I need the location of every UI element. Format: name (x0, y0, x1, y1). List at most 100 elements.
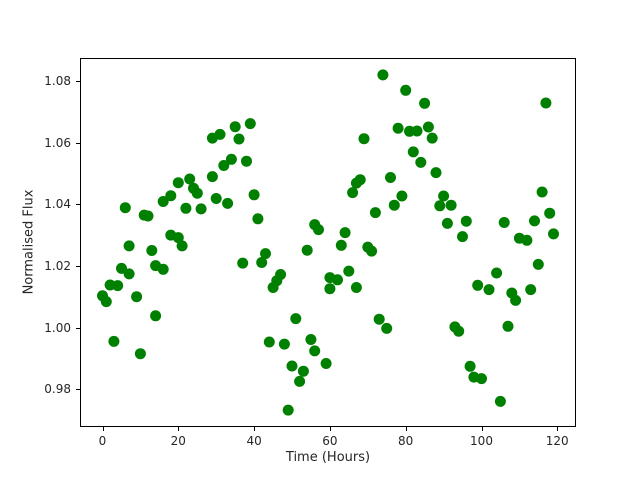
y-tick-label: 1.08 (44, 74, 71, 89)
data-point (191, 187, 203, 199)
data-point (415, 156, 427, 168)
data-point (297, 365, 309, 377)
data-point (134, 348, 146, 360)
data-point (275, 269, 287, 280)
x-tick-label: 100 (470, 434, 493, 448)
data-point (229, 121, 241, 133)
y-tick-mark (76, 389, 80, 391)
data-point (457, 231, 468, 243)
data-point (385, 172, 396, 183)
data-point (335, 239, 347, 251)
data-point (430, 167, 442, 179)
data-point (150, 310, 162, 322)
data-point (498, 217, 510, 228)
data-point (510, 294, 522, 306)
data-point (184, 173, 196, 185)
y-tick-mark (76, 142, 80, 144)
data-point (278, 338, 290, 350)
data-point (263, 336, 275, 348)
x-tick-mark (557, 427, 559, 431)
data-point (324, 283, 336, 295)
data-point (165, 190, 177, 202)
data-point (131, 291, 143, 303)
data-point (100, 296, 112, 308)
x-tick-label: 20 (170, 434, 186, 448)
data-point (172, 177, 184, 189)
data-point (244, 118, 256, 130)
data-point (210, 193, 222, 204)
data-point (320, 358, 332, 369)
data-point (350, 282, 362, 293)
data-point (494, 395, 506, 407)
data-point (354, 174, 366, 186)
data-point (525, 284, 537, 296)
data-point (536, 186, 548, 198)
data-point (483, 284, 495, 296)
data-point (260, 248, 271, 260)
data-point (548, 228, 559, 240)
data-point (369, 207, 381, 219)
data-point (464, 360, 476, 372)
data-point (407, 146, 419, 158)
y-tick-label: 0.98 (44, 382, 71, 397)
data-point (195, 203, 207, 215)
data-point (502, 320, 514, 332)
x-tick-mark (102, 427, 104, 431)
y-tick-label: 1.06 (44, 135, 71, 150)
data-point (381, 322, 393, 334)
data-point (396, 190, 408, 202)
data-point (206, 171, 218, 183)
y-tick-label: 1.00 (44, 320, 71, 335)
y-tick-label: 1.04 (44, 197, 71, 212)
y-tick-mark (76, 81, 80, 83)
x-tick-label: 0 (98, 434, 107, 448)
data-point (123, 240, 135, 252)
data-point (225, 153, 237, 165)
data-point (540, 97, 552, 109)
data-point (377, 69, 389, 81)
x-tick-label: 80 (398, 434, 414, 448)
x-tick-mark (178, 427, 180, 431)
data-point (301, 244, 313, 256)
data-point (532, 258, 544, 270)
data-point (426, 132, 438, 144)
data-point (400, 84, 412, 96)
data-point (282, 404, 294, 416)
data-point (252, 213, 264, 225)
data-point (339, 227, 351, 239)
x-tick-mark (481, 427, 483, 431)
y-tick-mark (76, 204, 80, 206)
x-tick-mark (329, 427, 331, 431)
y-tick-mark (76, 265, 80, 267)
x-tick-label: 60 (322, 434, 338, 448)
data-point (305, 334, 317, 345)
data-point (309, 345, 321, 357)
data-point (529, 215, 540, 227)
data-point (388, 199, 400, 211)
y-tick-mark (76, 327, 80, 329)
data-point (373, 313, 385, 325)
data-point (343, 265, 355, 277)
data-point (460, 215, 472, 227)
data-point (438, 190, 450, 202)
data-point (172, 232, 184, 244)
data-point (146, 245, 158, 256)
data-point (445, 199, 457, 211)
data-point (157, 263, 169, 275)
x-tick-label: 120 (545, 434, 569, 448)
data-point (290, 313, 302, 325)
data-point (241, 155, 252, 167)
data-point (358, 133, 370, 145)
data-point (472, 279, 484, 291)
data-point (441, 217, 453, 229)
data-point (116, 262, 127, 274)
x-tick-mark (405, 427, 407, 431)
data-point (180, 202, 192, 214)
data-point (112, 280, 124, 292)
data-point (157, 196, 169, 207)
data-point (237, 257, 249, 269)
data-point (521, 234, 533, 246)
data-point (248, 189, 260, 201)
